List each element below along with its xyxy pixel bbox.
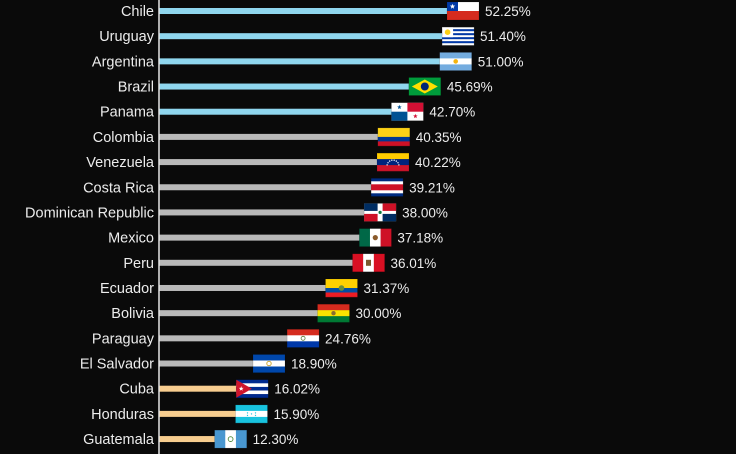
category-label: El Salvador [80,357,154,373]
bar-row: Bolivia 30.00% [111,303,402,323]
category-label: Bolivia [111,306,155,322]
category-label: Panama [100,105,155,121]
flag-venezuela-icon [376,152,410,172]
category-label: Argentina [92,54,155,70]
value-label: 52.25% [485,4,531,19]
bar-row: Mexico 37.18% [108,228,443,247]
flag-peru-icon [352,253,385,273]
value-label: 45.69% [447,80,493,95]
value-label: 51.00% [478,54,524,69]
bar-row: Peru 36.01% [123,253,437,273]
bar [159,58,456,65]
bar [159,360,269,367]
bar-row: Brazil 45.69% [118,77,493,96]
flag-costa-rica-icon [370,178,404,197]
flag-guatemala-icon [214,429,247,449]
value-label: 51.40% [480,29,526,44]
bar [159,209,381,216]
bar-row: Costa Rica 39.21% [83,178,455,197]
bar [159,385,253,392]
value-label: 38.00% [402,205,448,220]
bar-row: Chile 52.25% [121,1,531,21]
category-label: Chile [121,4,154,20]
bar-row: Honduras 15.90% [91,404,320,424]
bar-row: Guatemala 12.30% [83,429,299,449]
value-label: 18.90% [291,357,337,372]
value-label: 39.21% [409,180,455,195]
flag-chile-icon [446,1,480,21]
bar-row: Dominican Republic 38.00% [25,203,448,222]
bar-row: Colombia 40.35% [93,127,462,147]
value-label: 42.70% [429,105,475,120]
value-label: 15.90% [274,407,320,422]
flag-dominican-republic-icon [363,203,397,222]
bar [159,108,408,115]
flag-colombia-icon [377,127,411,147]
bar-row: Cuba 16.02% [119,379,320,398]
flag-cuba-icon [235,379,269,398]
bar [159,8,463,14]
bar-row: Panama 42.70% [100,102,475,121]
bar [159,33,459,40]
bar [159,259,369,266]
category-label: Ecuador [100,281,154,297]
category-label: Cuba [119,382,155,398]
category-label: Peru [123,256,154,272]
flag-panama-icon [391,102,424,121]
value-label: 31.37% [364,281,410,296]
category-label: Uruguay [99,29,155,45]
bar-row: Paraguay 24.76% [92,329,371,348]
value-label: 16.02% [274,382,320,397]
bar [159,83,425,90]
value-label: 36.01% [391,256,437,271]
bar [159,159,394,166]
flag-ecuador-icon [325,278,358,298]
flag-honduras-icon [235,404,268,424]
bar-row: Venezuela 40.22% [86,152,461,172]
category-label: Mexico [108,231,154,247]
bar [159,436,231,443]
bar-row: Uruguay 51.40% [99,26,526,46]
bar-row: Argentina 51.00% [92,52,524,71]
value-label: 40.22% [415,155,461,170]
bar [159,335,304,342]
flag-bolivia-icon [317,303,350,323]
flag-mexico-icon [359,228,392,247]
value-label: 30.00% [356,306,402,321]
flag-argentina-icon [439,52,472,71]
category-label: Honduras [91,407,154,423]
value-label: 37.18% [397,231,443,246]
bar-row: Ecuador 31.37% [100,278,410,298]
category-label: Guatemala [83,432,155,448]
bar [159,284,342,291]
flag-uruguay-icon [441,26,475,46]
category-label: Dominican Republic [25,205,154,221]
bar [159,234,376,241]
bar [159,410,252,417]
bar [159,310,334,317]
bar-row: El Salvador 18.90% [80,354,337,373]
bar [159,184,388,191]
value-label: 40.35% [416,130,462,145]
category-label: Venezuela [86,155,155,171]
category-label: Colombia [93,130,155,146]
bar [159,133,394,140]
flag-el-salvador-icon [252,354,286,373]
category-label: Brazil [118,80,154,96]
flag-brazil-icon [408,77,442,96]
category-label: Paraguay [92,331,155,347]
value-label: 12.30% [253,432,299,447]
value-label: 24.76% [325,331,371,346]
category-label: Costa Rica [83,180,155,196]
flag-paraguay-icon [286,329,320,348]
